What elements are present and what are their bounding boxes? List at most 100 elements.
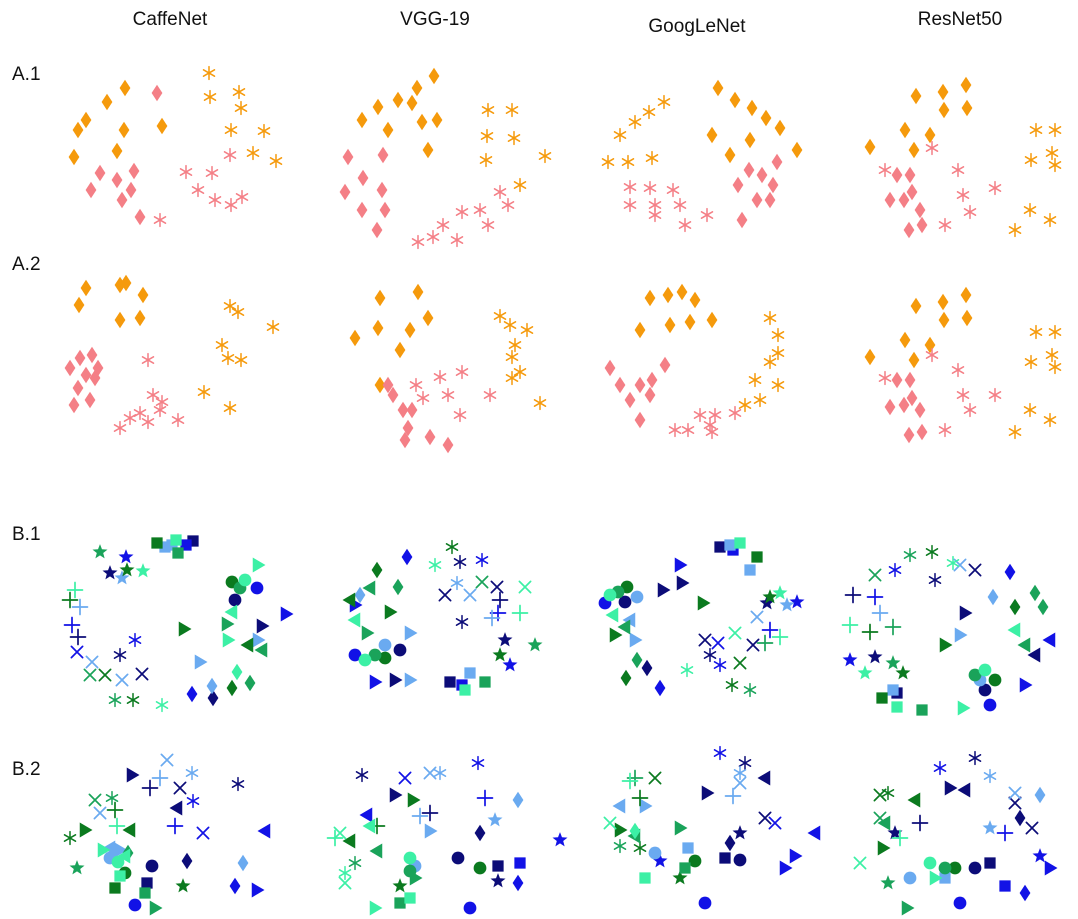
- asterisk-marker: [493, 308, 507, 324]
- diamond-marker: [1034, 786, 1046, 804]
- triangle-marker: [224, 604, 238, 620]
- asterisk-marker: [703, 647, 717, 663]
- row-label: B.1: [12, 524, 41, 545]
- circle-marker: [603, 588, 617, 602]
- square-marker: [492, 860, 504, 872]
- star-marker: [392, 878, 408, 893]
- asterisk-marker: [203, 89, 217, 105]
- asterisk-marker: [681, 422, 695, 438]
- asterisk-marker: [483, 387, 497, 403]
- asterisk-marker: [925, 347, 939, 363]
- asterisk-marker: [473, 202, 487, 218]
- diamond-marker: [349, 329, 361, 347]
- asterisk-marker: [938, 217, 952, 233]
- triangle-marker: [222, 632, 236, 648]
- star-marker: [895, 665, 911, 680]
- plus-marker: [771, 628, 789, 646]
- triangle-marker: [369, 900, 383, 916]
- diamond-marker: [392, 578, 404, 596]
- asterisk-marker: [455, 204, 469, 220]
- diamond-marker: [80, 366, 92, 384]
- square-marker: [187, 535, 199, 547]
- diamond-marker: [634, 321, 646, 339]
- asterisk-marker: [1048, 157, 1062, 173]
- x-marker: [698, 633, 712, 647]
- diamond-marker: [620, 669, 632, 687]
- asterisk-marker: [956, 387, 970, 403]
- plus-marker: [866, 588, 884, 606]
- diamond-marker: [1029, 584, 1041, 602]
- asterisk-marker: [501, 197, 515, 213]
- star-marker: [135, 563, 151, 578]
- asterisk-marker: [475, 552, 489, 568]
- triangle-marker: [1042, 632, 1056, 648]
- asterisk-marker: [235, 189, 249, 205]
- x-marker: [711, 636, 725, 650]
- asterisk-marker: [105, 790, 119, 806]
- star-marker: [732, 825, 748, 840]
- asterisk-marker: [108, 692, 122, 708]
- triangle-marker: [789, 848, 803, 864]
- asterisk-marker: [471, 755, 485, 771]
- asterisk-marker: [208, 192, 222, 208]
- triangle-marker: [404, 625, 418, 641]
- diamond-marker: [431, 111, 443, 129]
- circle-marker: [348, 648, 362, 662]
- asterisk-marker: [633, 840, 647, 856]
- triangle-marker: [347, 612, 361, 628]
- asterisk-marker: [928, 572, 942, 588]
- triangle-marker: [959, 605, 973, 621]
- square-marker: [891, 701, 903, 713]
- triangle-marker: [102, 840, 116, 856]
- circle-marker: [358, 653, 372, 667]
- plus-marker: [411, 807, 429, 825]
- diamond-marker: [706, 311, 718, 329]
- circle-marker: [698, 896, 712, 910]
- star-marker: [982, 820, 998, 835]
- diamond-marker: [372, 319, 384, 337]
- diamond-marker: [68, 396, 80, 414]
- square-marker: [639, 872, 651, 884]
- diamond-marker: [379, 201, 391, 219]
- diamond-marker: [937, 293, 949, 311]
- asterisk-marker: [771, 345, 785, 361]
- triangle-marker: [1044, 860, 1058, 876]
- asterisk-marker: [1008, 424, 1022, 440]
- circle-marker: [978, 683, 992, 697]
- asterisk-marker: [155, 394, 169, 410]
- x-marker: [196, 826, 210, 840]
- asterisk-marker: [453, 407, 467, 423]
- diamond-marker: [377, 146, 389, 164]
- diamond-marker: [356, 111, 368, 129]
- asterisk-marker: [481, 217, 495, 233]
- square-marker: [394, 897, 406, 909]
- diamond-marker: [1037, 598, 1049, 616]
- x-marker: [733, 776, 747, 790]
- square-marker: [180, 539, 192, 551]
- diamond-marker: [101, 93, 113, 111]
- plus-marker: [884, 618, 902, 636]
- circle-marker: [463, 901, 477, 915]
- asterisk-marker: [1029, 122, 1043, 138]
- diamond-marker: [237, 854, 249, 872]
- x-marker: [873, 788, 887, 802]
- triangle-marker: [126, 767, 140, 783]
- diamond-marker: [428, 67, 440, 85]
- asterisk-marker: [186, 793, 200, 809]
- asterisk-marker: [224, 197, 238, 213]
- asterisk-marker: [888, 562, 902, 578]
- circle-marker: [953, 896, 967, 910]
- circle-marker: [988, 673, 1002, 687]
- star-marker: [762, 589, 778, 604]
- plus-marker: [63, 616, 81, 634]
- star-marker: [772, 585, 788, 600]
- asterisk-marker: [601, 154, 615, 170]
- diamond-marker: [392, 91, 404, 109]
- diamond-marker: [884, 191, 896, 209]
- triangle-marker: [1027, 647, 1041, 663]
- asterisk-marker: [988, 387, 1002, 403]
- asterisk-marker: [1024, 152, 1038, 168]
- diamond-marker: [629, 822, 641, 840]
